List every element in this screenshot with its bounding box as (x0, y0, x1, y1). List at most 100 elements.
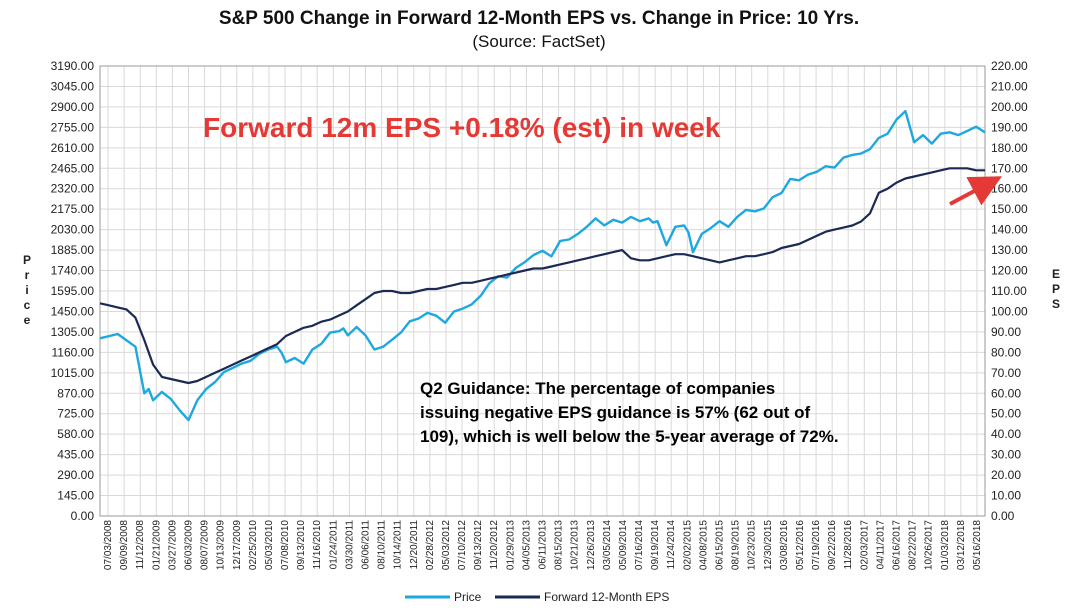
note-line-3: 109), which is well below the 5-year ave… (420, 427, 839, 446)
legend-eps-label: Forward 12-Month EPS (544, 590, 669, 604)
x-tick-label: 11/20/2012 (489, 520, 500, 570)
axis-label-letter: E (1052, 267, 1060, 281)
x-tick-label: 11/24/2014 (666, 520, 677, 570)
x-tick-label: 09/19/2014 (650, 520, 661, 570)
y-left-tick-label: 2320.00 (51, 182, 95, 196)
x-tick-label: 06/06/2011 (361, 520, 372, 570)
x-tick-label: 02/25/2010 (248, 520, 259, 570)
x-tick-label: 03/30/2011 (344, 520, 355, 570)
x-tick-label: 08/10/2011 (377, 520, 388, 570)
y-left-tick-label: 2030.00 (51, 223, 95, 237)
plot-area-frame (99, 65, 986, 517)
x-tick-label: 05/03/2010 (264, 520, 275, 570)
x-tick-label: 02/02/2015 (682, 520, 693, 570)
x-tick-label: 10/14/2011 (393, 520, 404, 570)
y-left-tick-label: 870.00 (57, 386, 94, 400)
y-right-tick-label: 70.00 (991, 366, 1021, 380)
legend: Price Forward 12-Month EPS (405, 590, 669, 604)
x-tick-label: 10/13/2009 (216, 520, 227, 570)
x-tick-label: 12/20/2011 (409, 520, 420, 570)
x-tick-label: 01/29/2013 (505, 520, 516, 570)
axis-label-letter: P (1052, 282, 1060, 296)
price-series-line (99, 109, 986, 422)
y-right-tick-label: 220.00 (991, 59, 1028, 73)
x-tick-label: 04/11/2017 (875, 520, 886, 570)
x-tick-label: 07/10/2012 (457, 520, 468, 570)
eps-callout: Forward 12m EPS +0.18% (est) in week (203, 112, 721, 143)
x-tick-label: 05/16/2018 (972, 520, 983, 570)
x-tick-label: 04/08/2015 (698, 520, 709, 570)
y-right-tick-label: 160.00 (991, 182, 1028, 196)
y-left-tick-label: 290.00 (57, 468, 94, 482)
x-tick-label: 09/22/2016 (827, 520, 838, 570)
x-tick-label: 10/21/2013 (570, 520, 581, 570)
x-tick-label: 02/03/2017 (859, 520, 870, 570)
left-y-axis: 3190.00 3045.00 2900.00 2755.00 2610.00 2465.… (51, 59, 95, 523)
axis-label-letter: S (1052, 297, 1060, 311)
x-tick-label: 09/09/2008 (119, 520, 130, 570)
x-tick-label: 12/26/2013 (586, 520, 597, 570)
chart-title: S&P 500 Change in Forward 12-Month EPS v… (219, 8, 859, 29)
y-left-tick-label: 2175.00 (51, 202, 95, 216)
y-right-tick-label: 0.00 (991, 509, 1015, 523)
x-tick-label: 05/12/2016 (795, 520, 806, 570)
y-left-tick-label: 145.00 (57, 489, 94, 503)
x-tick-label: 06/03/2009 (184, 520, 195, 570)
note-line-2: issuing negative EPS guidance is 57% (62… (420, 403, 810, 422)
x-tick-label: 01/03/2018 (940, 520, 951, 570)
axis-label-letter: i (25, 283, 28, 297)
y-left-tick-label: 1450.00 (51, 304, 95, 318)
y-right-tick-label: 10.00 (991, 489, 1021, 503)
x-tick-label: 08/19/2015 (731, 520, 742, 570)
y-left-tick-label: 435.00 (57, 448, 94, 462)
x-tick-label: 07/16/2014 (634, 520, 645, 570)
x-tick-label: 08/22/2017 (908, 520, 919, 570)
y-right-tick-label: 140.00 (991, 223, 1028, 237)
series-layer (99, 109, 986, 422)
y-right-tick-label: 110.00 (991, 284, 1027, 298)
x-tick-label: 11/12/2008 (135, 520, 146, 570)
x-tick-label: 06/16/2017 (892, 520, 903, 570)
callout-arrow (949, 176, 1003, 206)
axis-label-letter: e (24, 313, 31, 327)
y-left-tick-label: 2465.00 (51, 161, 95, 175)
y-left-tick-label: 1740.00 (51, 264, 95, 278)
x-tick-label: 11/28/2016 (843, 520, 854, 570)
y-left-tick-label: 580.00 (57, 427, 94, 441)
y-right-tick-label: 210.00 (991, 79, 1028, 93)
y-right-tick-label: 80.00 (991, 345, 1021, 359)
guidance-note: Q2 Guidance: The percentage of companies… (420, 379, 839, 446)
y-left-tick-label: 1015.00 (51, 366, 95, 380)
x-tick-label: 06/11/2013 (538, 520, 549, 570)
x-tick-label: 03/27/2009 (167, 520, 178, 570)
x-tick-label: 12/30/2015 (763, 520, 774, 570)
y-left-tick-label: 3190.00 (51, 59, 95, 73)
y-left-tick-label: 2610.00 (51, 141, 95, 155)
x-tick-label: 10/23/2015 (747, 520, 758, 570)
chart-subtitle: (Source: FactSet) (472, 32, 605, 51)
y-left-tick-label: 1595.00 (51, 284, 95, 298)
y-right-tick-label: 30.00 (991, 448, 1021, 462)
y-right-tick-label: 20.00 (991, 468, 1021, 482)
right-axis-label: EPS (1052, 267, 1060, 311)
x-tick-label: 03/08/2016 (779, 520, 790, 570)
y-right-tick-label: 60.00 (991, 386, 1021, 400)
y-left-tick-label: 0.00 (71, 509, 95, 523)
y-right-tick-label: 40.00 (991, 427, 1021, 441)
x-tick-label: 10/26/2017 (924, 520, 935, 570)
x-tick-label: 07/03/2008 (103, 520, 114, 570)
x-tick-label: 05/03/2012 (441, 520, 452, 570)
y-right-tick-label: 180.00 (991, 141, 1028, 155)
x-tick-label: 01/24/2011 (328, 520, 339, 570)
x-tick-label: 11/16/2010 (312, 520, 323, 570)
x-tick-label: 07/08/2010 (280, 520, 291, 570)
y-left-tick-label: 1305.00 (51, 325, 95, 339)
y-right-tick-label: 130.00 (991, 243, 1028, 257)
x-tick-label: 04/05/2013 (521, 520, 532, 570)
axis-label-letter: P (23, 253, 31, 267)
y-left-tick-label: 3045.00 (51, 79, 95, 93)
note-line-1: Q2 Guidance: The percentage of companies (420, 379, 775, 398)
x-tick-label: 01/21/2009 (151, 520, 162, 570)
y-right-tick-label: 190.00 (991, 120, 1028, 134)
